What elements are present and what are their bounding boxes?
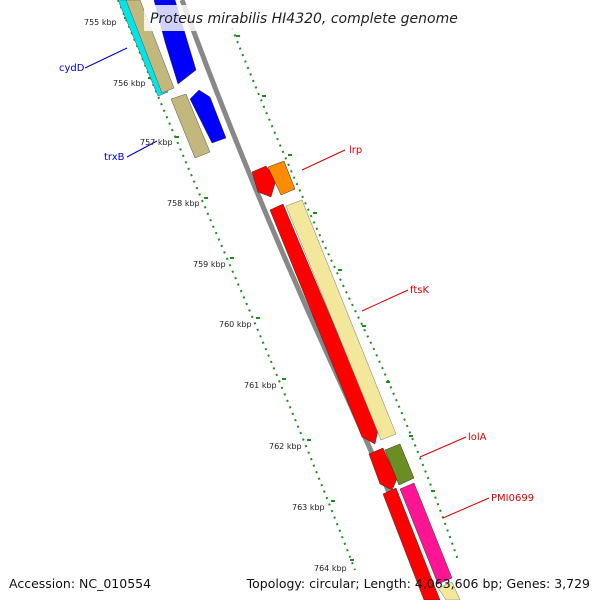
lrp-gene[interactable]	[251, 165, 277, 198]
ftsK-callout	[361, 289, 409, 312]
gene-label-PMI0699[interactable]: PMI0699	[491, 493, 534, 504]
tick-ruler-outer	[231, 27, 459, 561]
tick-label: 759 kbp	[193, 260, 226, 269]
tick-label: 757 kbp	[140, 138, 173, 147]
tick-label: 764 kbp	[314, 564, 347, 573]
lrp-callout	[301, 149, 346, 171]
trxB-gene[interactable]	[189, 89, 227, 144]
outer-major-ticks	[236, 35, 435, 492]
PMI0699-gene[interactable]	[382, 487, 441, 600]
gene-label-lrp[interactable]: lrp	[349, 145, 362, 156]
orange-feature	[267, 160, 296, 196]
tick-label: 760 kbp	[219, 320, 252, 329]
khaki-feature-track	[125, 0, 175, 94]
cydD-callout	[84, 47, 128, 69]
accession-text: Accession: NC_010554	[9, 576, 152, 591]
pale-yellow-feature-track	[285, 199, 397, 441]
tick-label: 761 kbp	[244, 381, 277, 390]
tick-label: 762 kbp	[269, 442, 302, 451]
map-title: Proteus mirabilis HI4320, complete genom…	[150, 11, 458, 27]
tick-label: 758 kbp	[167, 199, 200, 208]
PMI0699-callout	[442, 497, 490, 519]
ftsK-gene[interactable]	[269, 203, 379, 445]
gene-label-ftsK[interactable]: ftsK	[410, 285, 429, 296]
lolA-gene[interactable]	[368, 447, 398, 491]
pink-feature-track	[399, 482, 453, 585]
tick-label: 755 kbp	[84, 18, 117, 27]
pale-yellow-feature-lower	[437, 581, 461, 600]
gene-label-lolA[interactable]: lolA	[468, 432, 487, 443]
gene-label-trxB[interactable]: trxB	[104, 152, 125, 163]
genome-summary-text: Topology: circular; Length: 4,063,606 bp…	[246, 576, 590, 591]
gene-label-cydD[interactable]: cydD	[59, 63, 85, 74]
tick-label: 763 kbp	[292, 503, 325, 512]
olive-feature	[384, 443, 415, 486]
trxB-callout	[126, 140, 158, 158]
tick-label: 756 kbp	[113, 79, 146, 88]
title-background	[144, 5, 456, 31]
lolA-callout	[419, 436, 467, 458]
khaki-feature-lower	[170, 93, 211, 159]
